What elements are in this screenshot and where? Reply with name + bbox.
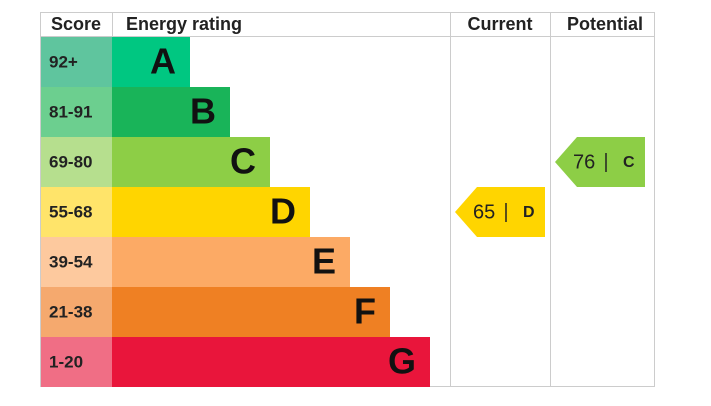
rating-bar (112, 137, 270, 187)
rating-letter: B (190, 91, 216, 132)
score-cell (41, 87, 112, 137)
rating-letter: A (150, 41, 176, 82)
score-label: 55-68 (49, 202, 92, 221)
potential-value: 76 (573, 151, 595, 173)
rating-bar (112, 237, 350, 287)
current-value: 65 (473, 201, 495, 223)
rating-bar (112, 337, 430, 387)
score-cell (41, 287, 112, 337)
score-cell (41, 137, 112, 187)
score-cell (41, 337, 112, 387)
rating-letter: F (354, 291, 376, 332)
potential-arrow (555, 137, 645, 187)
score-label: 92+ (49, 52, 78, 71)
current-arrow (455, 187, 545, 237)
current-letter: D (523, 204, 535, 221)
score-label: 39-54 (49, 252, 93, 271)
rating-bar (112, 187, 310, 237)
potential-letter: C (623, 154, 635, 171)
score-cell (41, 37, 112, 87)
score-cell (41, 237, 112, 287)
header-current: Current (467, 14, 532, 34)
header-potential: Potential (567, 14, 643, 34)
rating-letter: E (312, 241, 336, 282)
score-label: 1-20 (49, 352, 83, 371)
header-score: Score (51, 14, 101, 34)
score-label: 69-80 (49, 152, 92, 171)
rating-letter: G (388, 341, 416, 382)
rating-letter: C (230, 141, 256, 182)
rating-letter: D (270, 191, 296, 232)
score-cell (41, 187, 112, 237)
score-label: 81-91 (49, 102, 92, 121)
score-label: 21-38 (49, 302, 92, 321)
rating-bar (112, 87, 230, 137)
header-rating: Energy rating (126, 14, 242, 34)
rating-bar (112, 287, 390, 337)
rating-bar (112, 37, 190, 87)
